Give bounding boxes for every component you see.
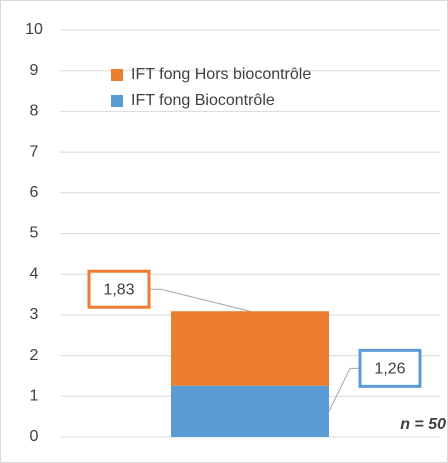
legend-label: IFT fong Biocontrôle xyxy=(131,92,275,109)
y-tick-label: 1 xyxy=(30,388,39,405)
y-tick-label: 2 xyxy=(30,347,39,364)
legend-swatch xyxy=(111,95,123,107)
data-label-box xyxy=(358,348,422,388)
y-tick-label: 6 xyxy=(30,184,39,201)
leader-line xyxy=(149,288,251,312)
y-tick-label: 4 xyxy=(30,265,39,282)
bar-segment xyxy=(171,311,329,386)
data-label-box xyxy=(87,269,151,309)
legend-label: IFT fong Hors biocontrôle xyxy=(131,66,311,83)
leader-line xyxy=(328,367,360,412)
bar-segment xyxy=(171,385,329,437)
y-tick-label: 5 xyxy=(30,225,39,242)
y-tick-label: 10 xyxy=(25,21,43,38)
y-tick-label: 9 xyxy=(30,62,39,79)
y-tick-label: 7 xyxy=(30,143,39,160)
y-tick-label: 0 xyxy=(30,428,39,445)
data-label: 1,26 xyxy=(374,361,405,378)
data-label: 1,83 xyxy=(103,281,134,298)
y-tick-label: 8 xyxy=(30,103,39,120)
y-tick-label: 3 xyxy=(30,306,39,323)
annotation: n = 50 xyxy=(400,416,446,433)
legend-swatch xyxy=(111,69,123,81)
